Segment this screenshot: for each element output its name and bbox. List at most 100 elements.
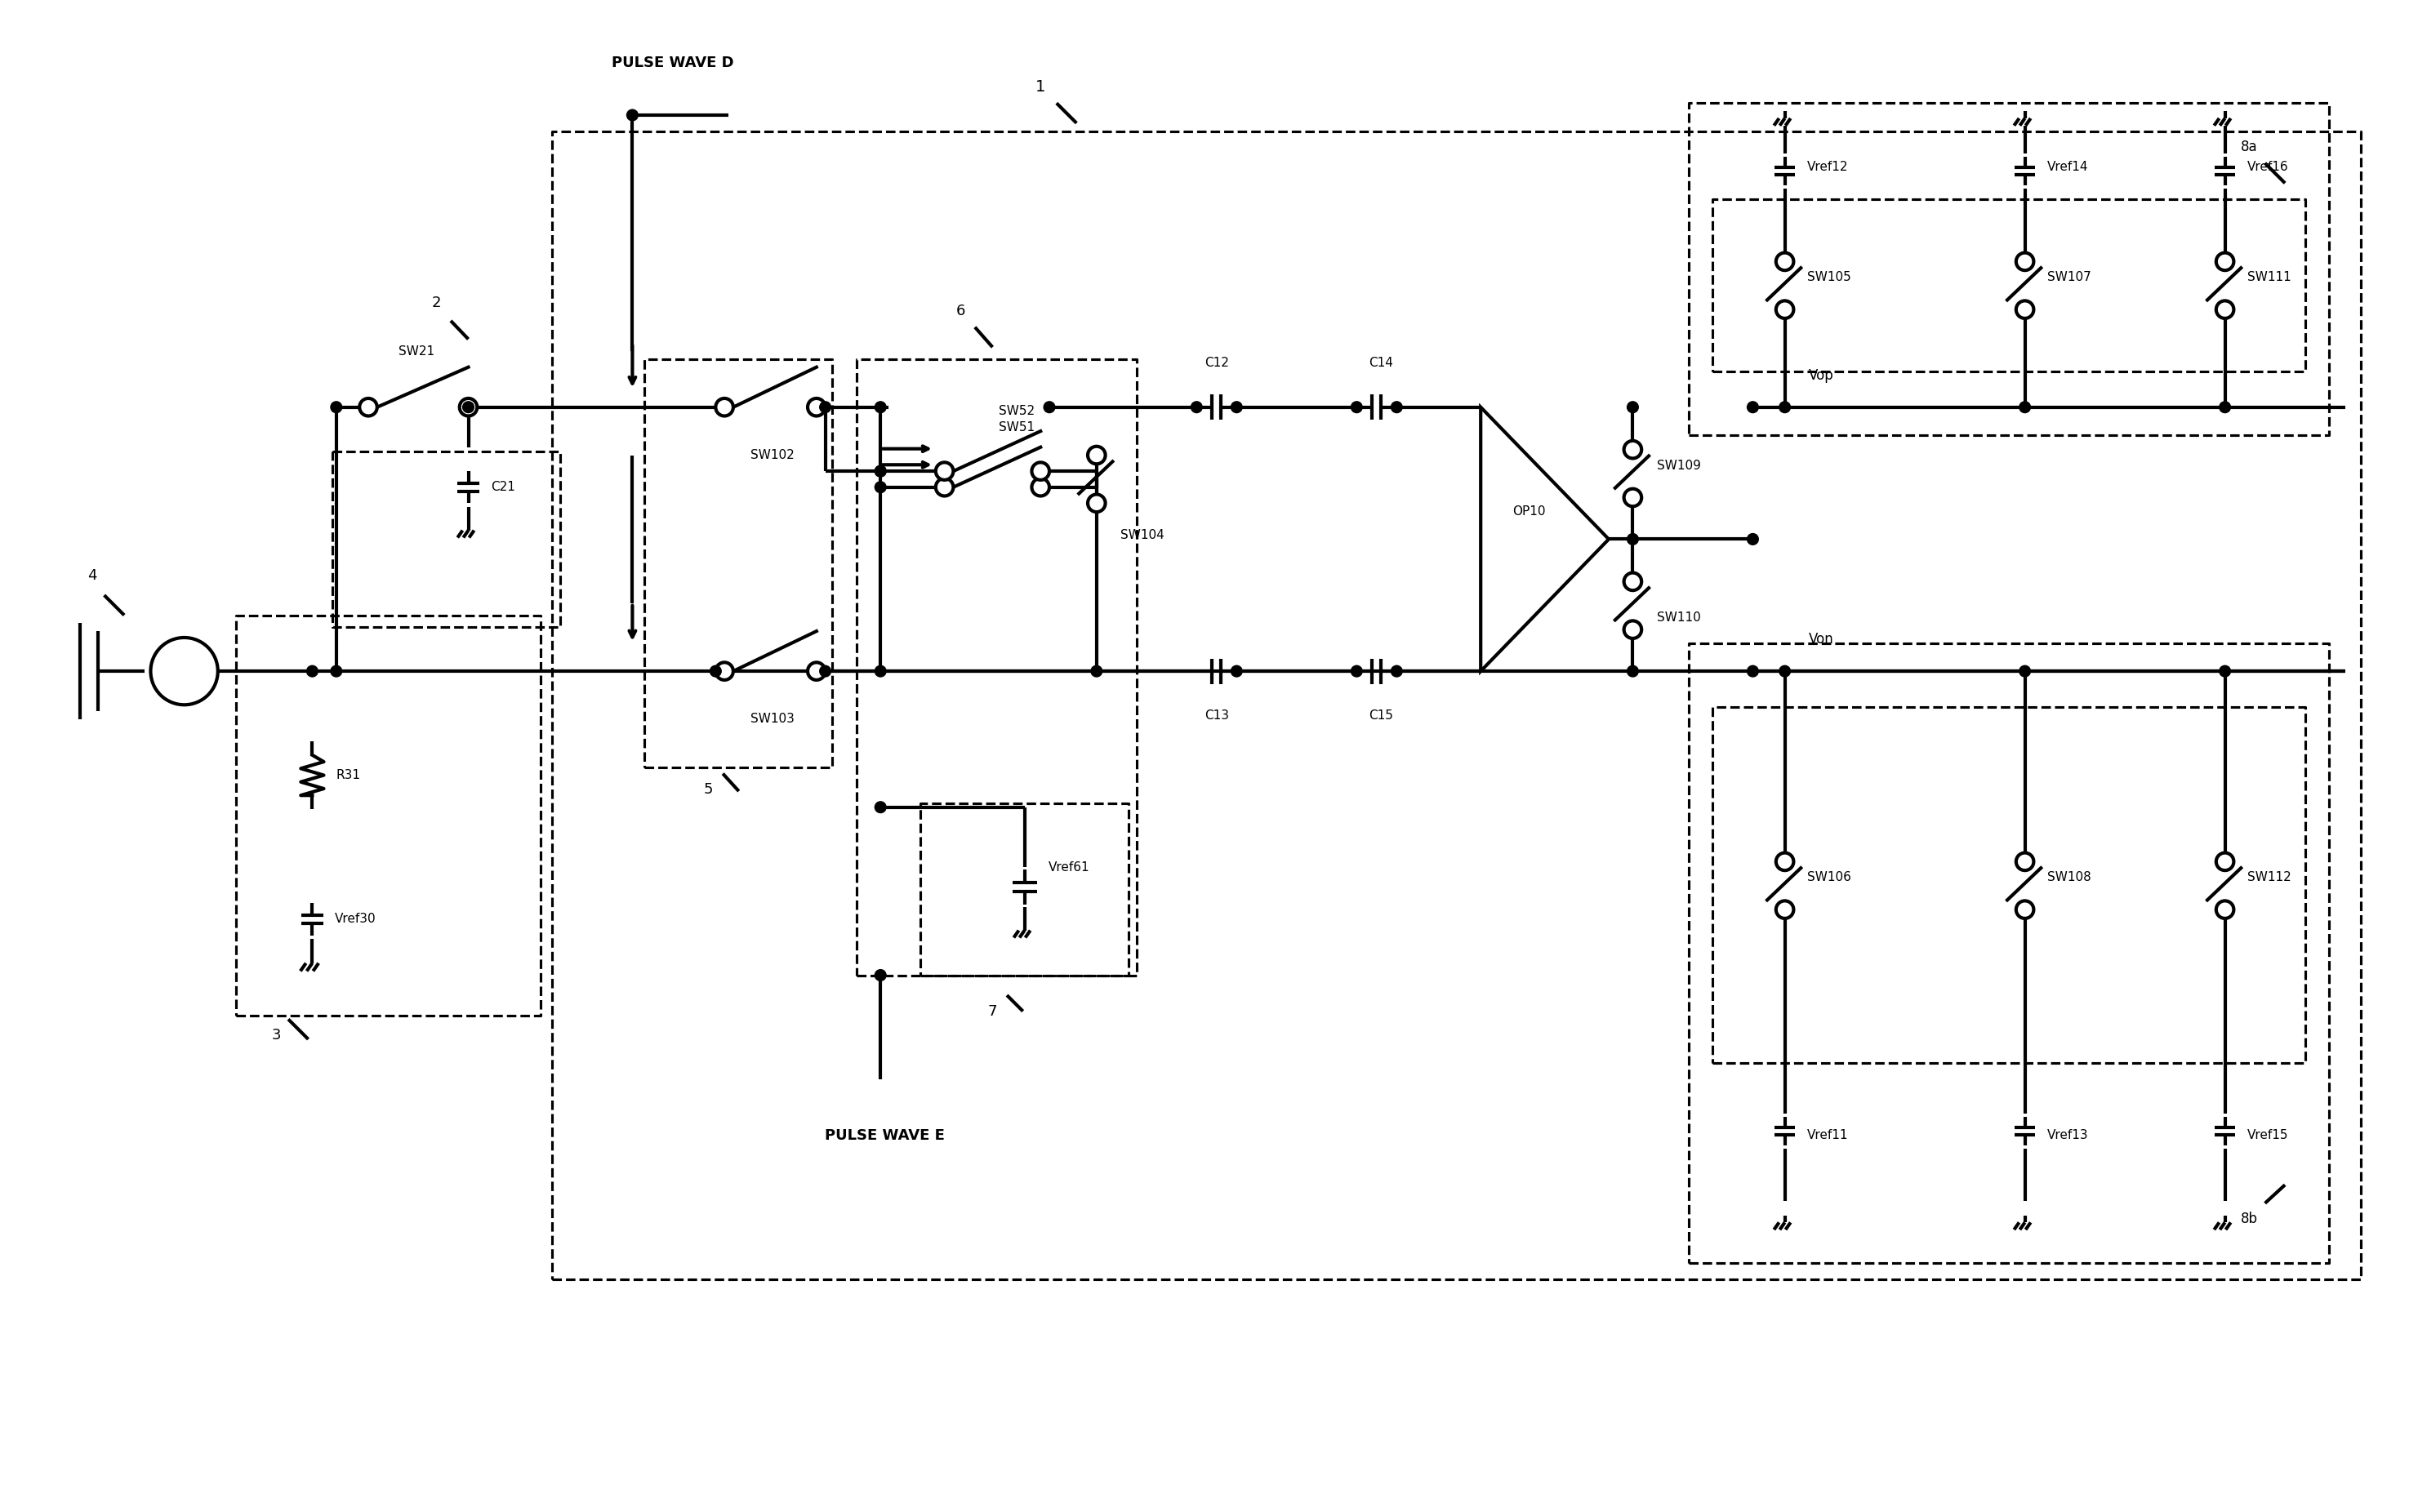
- Circle shape: [2019, 402, 2031, 413]
- Circle shape: [808, 398, 825, 416]
- Text: C13: C13: [1204, 709, 1228, 721]
- Text: SW112: SW112: [2246, 871, 2292, 883]
- Circle shape: [1780, 402, 1789, 413]
- Circle shape: [1352, 665, 1361, 677]
- Circle shape: [1775, 901, 1794, 918]
- Circle shape: [1231, 665, 1243, 677]
- Text: Vref11: Vref11: [1806, 1129, 1847, 1142]
- Text: Vref15: Vref15: [2246, 1129, 2287, 1142]
- Text: SW110: SW110: [1656, 611, 1700, 624]
- Text: 8b: 8b: [2241, 1213, 2258, 1226]
- Text: SW107: SW107: [2048, 272, 2092, 284]
- Circle shape: [808, 662, 825, 680]
- Circle shape: [462, 402, 474, 413]
- Circle shape: [360, 398, 377, 416]
- Circle shape: [1748, 402, 1758, 413]
- Circle shape: [2017, 853, 2034, 871]
- Circle shape: [1390, 665, 1402, 677]
- Circle shape: [936, 478, 953, 496]
- Circle shape: [2220, 665, 2229, 677]
- Text: SW102: SW102: [750, 449, 796, 461]
- Circle shape: [2217, 301, 2234, 319]
- Circle shape: [1625, 442, 1642, 458]
- Text: OP10: OP10: [1511, 505, 1545, 517]
- Text: Von: Von: [1809, 632, 1833, 647]
- Text: SW105: SW105: [1806, 272, 1852, 284]
- Circle shape: [875, 402, 885, 413]
- Circle shape: [150, 638, 218, 705]
- Text: Vref13: Vref13: [2048, 1129, 2089, 1142]
- Text: SW103: SW103: [750, 714, 796, 726]
- Circle shape: [1625, 488, 1642, 507]
- Circle shape: [1775, 253, 1794, 271]
- Text: PULSE WAVE D: PULSE WAVE D: [612, 56, 733, 71]
- Circle shape: [1748, 665, 1758, 677]
- Circle shape: [459, 398, 476, 416]
- Text: C14: C14: [1369, 357, 1393, 369]
- Text: PULSE WAVE E: PULSE WAVE E: [825, 1128, 945, 1143]
- Circle shape: [716, 398, 733, 416]
- Text: 4: 4: [87, 569, 97, 582]
- Circle shape: [2019, 665, 2031, 677]
- Circle shape: [875, 481, 885, 493]
- Circle shape: [820, 402, 832, 413]
- Circle shape: [2017, 901, 2034, 918]
- Circle shape: [1625, 573, 1642, 590]
- Circle shape: [1088, 446, 1105, 464]
- Text: Vref16: Vref16: [2246, 160, 2290, 174]
- Circle shape: [875, 801, 885, 813]
- Circle shape: [307, 665, 317, 677]
- Circle shape: [2217, 253, 2234, 271]
- Text: 5: 5: [704, 782, 713, 797]
- Text: SW52: SW52: [999, 405, 1035, 417]
- Circle shape: [875, 969, 885, 981]
- Text: SW106: SW106: [1806, 871, 1852, 883]
- Text: SW21: SW21: [399, 345, 435, 357]
- Circle shape: [2220, 402, 2229, 413]
- Circle shape: [1627, 665, 1639, 677]
- Circle shape: [1192, 402, 1202, 413]
- Circle shape: [936, 463, 953, 479]
- Circle shape: [875, 665, 885, 677]
- Circle shape: [1748, 534, 1758, 544]
- Circle shape: [1627, 534, 1639, 544]
- Circle shape: [1091, 665, 1103, 677]
- Circle shape: [2217, 853, 2234, 871]
- Text: SW111: SW111: [2246, 272, 2292, 284]
- Text: SW108: SW108: [2048, 871, 2092, 883]
- Circle shape: [2217, 901, 2234, 918]
- Circle shape: [820, 665, 832, 677]
- Text: Vref61: Vref61: [1049, 862, 1091, 874]
- Circle shape: [2017, 301, 2034, 319]
- Circle shape: [1625, 621, 1642, 638]
- Circle shape: [1775, 301, 1794, 319]
- Text: Vop: Vop: [1809, 367, 1833, 383]
- Text: SW51: SW51: [999, 420, 1035, 434]
- Text: C15: C15: [1369, 709, 1393, 721]
- Text: 3: 3: [271, 1028, 280, 1043]
- Text: Vref30: Vref30: [334, 913, 377, 925]
- Text: 7: 7: [989, 1004, 996, 1019]
- Text: SW104: SW104: [1120, 529, 1165, 541]
- Text: Vref12: Vref12: [1806, 160, 1847, 174]
- Circle shape: [331, 402, 341, 413]
- Circle shape: [1352, 402, 1361, 413]
- Circle shape: [1390, 402, 1402, 413]
- Text: C21: C21: [491, 481, 515, 493]
- Circle shape: [1627, 402, 1639, 413]
- Text: 8a: 8a: [2241, 139, 2258, 154]
- Circle shape: [331, 665, 341, 677]
- Circle shape: [1088, 494, 1105, 513]
- Circle shape: [1780, 665, 1789, 677]
- Text: C12: C12: [1204, 357, 1228, 369]
- Text: 6: 6: [955, 304, 965, 319]
- Text: Vin: Vin: [174, 665, 193, 677]
- Circle shape: [2017, 253, 2034, 271]
- Circle shape: [875, 466, 885, 476]
- Circle shape: [1045, 402, 1054, 413]
- Circle shape: [1032, 478, 1049, 496]
- Circle shape: [1775, 853, 1794, 871]
- Text: Vref14: Vref14: [2048, 160, 2089, 174]
- Text: SW109: SW109: [1656, 460, 1700, 472]
- Circle shape: [716, 662, 733, 680]
